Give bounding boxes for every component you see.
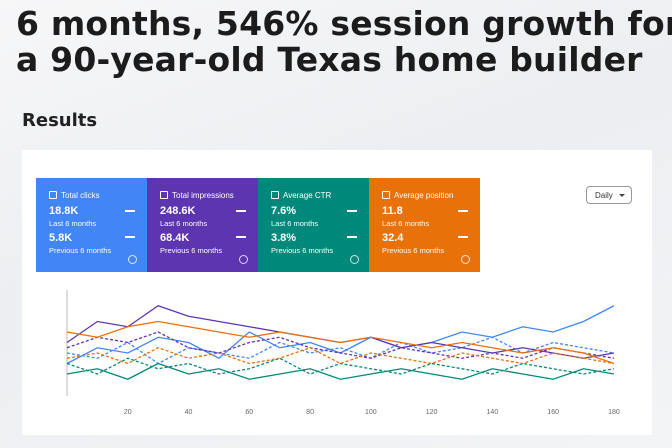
dashed-legend: [347, 236, 357, 238]
metric-value: 7.6%: [271, 205, 297, 217]
help-icon: [461, 255, 470, 264]
metric-value: 5.8K: [49, 232, 73, 244]
metric-tile[interactable]: Total impressions 248.6K Last 6 months 68.4…: [147, 178, 258, 272]
help-icon: [128, 255, 137, 264]
period-label: Previous 6 months: [382, 246, 445, 255]
series-line: [66, 357, 615, 375]
report-card: Total clicks 18.8K Last 6 months 5.8K Previo…: [22, 150, 652, 435]
metric-tile[interactable]: Average position 11.8 Last 6 months 32.4 Pre…: [369, 178, 480, 272]
metric-label: Average position: [382, 191, 453, 200]
help-icon: [239, 255, 248, 264]
dashed-legend: [458, 236, 468, 238]
metric-label: Total impressions: [160, 191, 234, 200]
metric-value: 3.8%: [271, 232, 297, 244]
x-tick-label: 40: [185, 409, 193, 416]
dashed-legend: [125, 236, 135, 238]
period-label: Previous 6 months: [160, 246, 223, 255]
metric-tile[interactable]: Average CTR 7.6% Last 6 months 3.8% Previous…: [258, 178, 369, 272]
solid-legend: [236, 210, 246, 212]
solid-legend: [347, 210, 357, 212]
series-line: [66, 347, 615, 365]
period-label: Previous 6 months: [271, 246, 334, 255]
series-line: [66, 362, 615, 380]
period-label: Previous 6 months: [49, 246, 112, 255]
dashed-legend: [236, 236, 246, 238]
series-line: [66, 331, 615, 359]
metric-label: Total clicks: [49, 191, 100, 200]
x-tick-label: 140: [487, 409, 499, 416]
metric-label: Average CTR: [271, 191, 331, 200]
x-tick-label: 120: [426, 409, 438, 416]
period-label: Last 6 months: [382, 219, 430, 228]
metric-tile[interactable]: Total clicks 18.8K Last 6 months 5.8K Previo…: [36, 178, 147, 272]
solid-legend: [125, 210, 135, 212]
metric-value: 11.8: [382, 205, 403, 217]
metric-value: 32.4: [382, 232, 404, 244]
period-label: Last 6 months: [160, 219, 208, 228]
title-line: a 90-year-old Texas home builder: [16, 40, 643, 79]
metric-value: 18.8K: [49, 205, 79, 217]
x-tick-label: 100: [365, 409, 377, 416]
x-tick-label: 180: [608, 409, 620, 416]
period-label: Last 6 months: [271, 219, 319, 228]
metric-value: 248.6K: [160, 205, 196, 217]
metric-value: 68.4K: [160, 232, 190, 244]
series-line: [66, 336, 615, 365]
solid-legend: [458, 210, 468, 212]
series-line: [66, 320, 615, 365]
period-label: Last 6 months: [49, 219, 97, 228]
help-icon: [350, 255, 359, 264]
date-dropdown[interactable]: Daily: [586, 186, 632, 204]
x-tick-label: 160: [547, 409, 559, 416]
title-line: 6 months, 546% session growth for: [16, 4, 672, 43]
x-tick-label: 80: [306, 409, 314, 416]
x-tick-label: 60: [245, 409, 253, 416]
section-heading: Results: [22, 110, 98, 131]
x-tick-label: 20: [124, 409, 132, 416]
